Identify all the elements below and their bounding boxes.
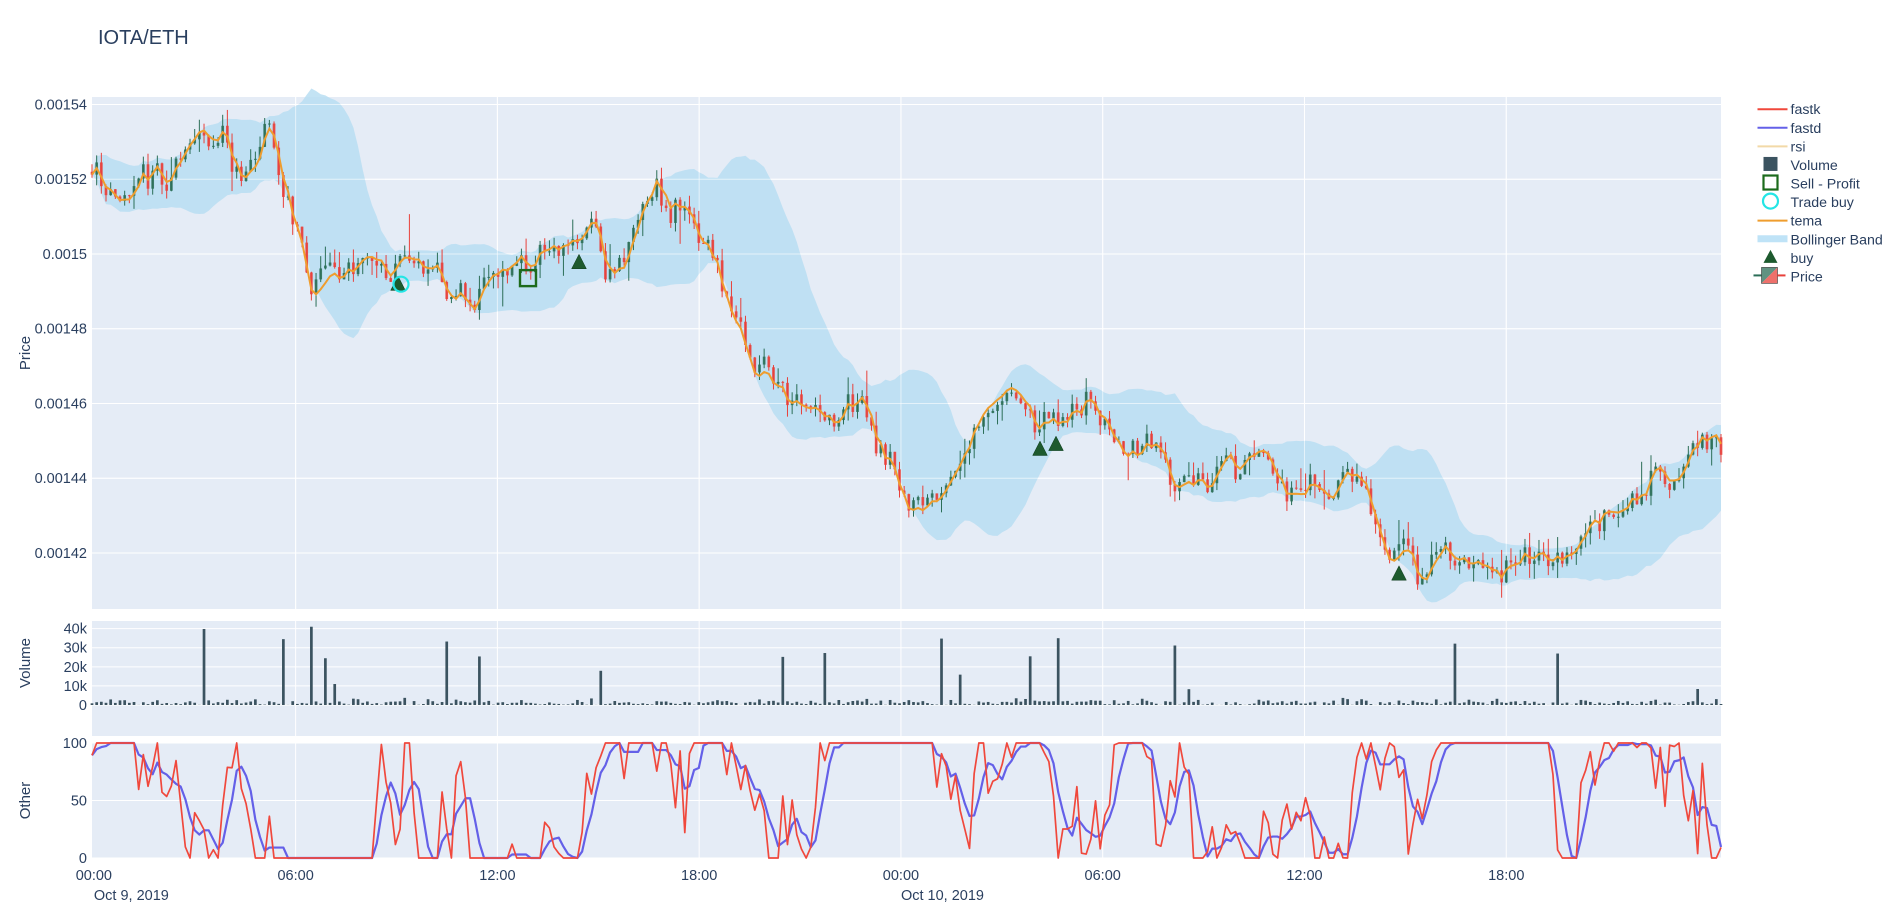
svg-text:00:00: 00:00 (76, 868, 112, 884)
svg-text:0.00146: 0.00146 (35, 396, 87, 412)
svg-text:06:00: 06:00 (277, 868, 313, 884)
svg-text:12:00: 12:00 (479, 868, 515, 884)
svg-text:0.00154: 0.00154 (35, 97, 87, 113)
svg-text:0.0015: 0.0015 (43, 247, 87, 263)
svg-text:Volume: Volume (1791, 158, 1838, 174)
svg-text:Sell - Profit: Sell - Profit (1791, 177, 1860, 193)
svg-text:100: 100 (63, 736, 87, 752)
svg-text:tema: tema (1791, 214, 1823, 230)
svg-text:Other: Other (17, 782, 34, 820)
svg-text:0.00152: 0.00152 (35, 172, 87, 188)
svg-text:18:00: 18:00 (1488, 868, 1524, 884)
svg-text:fastd: fastd (1791, 121, 1822, 137)
svg-text:00:00: 00:00 (883, 868, 919, 884)
svg-text:0.00148: 0.00148 (35, 322, 87, 338)
svg-text:20k: 20k (64, 660, 88, 676)
svg-text:Bollinger Band: Bollinger Band (1791, 232, 1883, 248)
svg-text:0.00144: 0.00144 (35, 471, 87, 487)
svg-text:0: 0 (79, 851, 87, 867)
svg-text:0.00142: 0.00142 (35, 546, 87, 562)
svg-text:Oct 10, 2019: Oct 10, 2019 (901, 888, 984, 904)
svg-text:fastk: fastk (1791, 102, 1822, 118)
svg-text:Trade buy: Trade buy (1791, 195, 1855, 211)
svg-text:18:00: 18:00 (681, 868, 717, 884)
svg-text:40k: 40k (64, 622, 88, 638)
svg-text:12:00: 12:00 (1286, 868, 1322, 884)
svg-text:10k: 10k (64, 679, 88, 695)
svg-text:Volume: Volume (17, 638, 34, 688)
svg-text:50: 50 (71, 794, 87, 810)
svg-text:Price: Price (17, 336, 34, 370)
svg-text:Oct 9, 2019: Oct 9, 2019 (94, 888, 169, 904)
svg-text:30k: 30k (64, 641, 88, 657)
svg-text:buy: buy (1791, 251, 1815, 267)
svg-text:rsi: rsi (1791, 139, 1806, 155)
svg-text:Price: Price (1791, 269, 1823, 285)
svg-text:06:00: 06:00 (1085, 868, 1121, 884)
svg-text:0: 0 (79, 698, 87, 714)
